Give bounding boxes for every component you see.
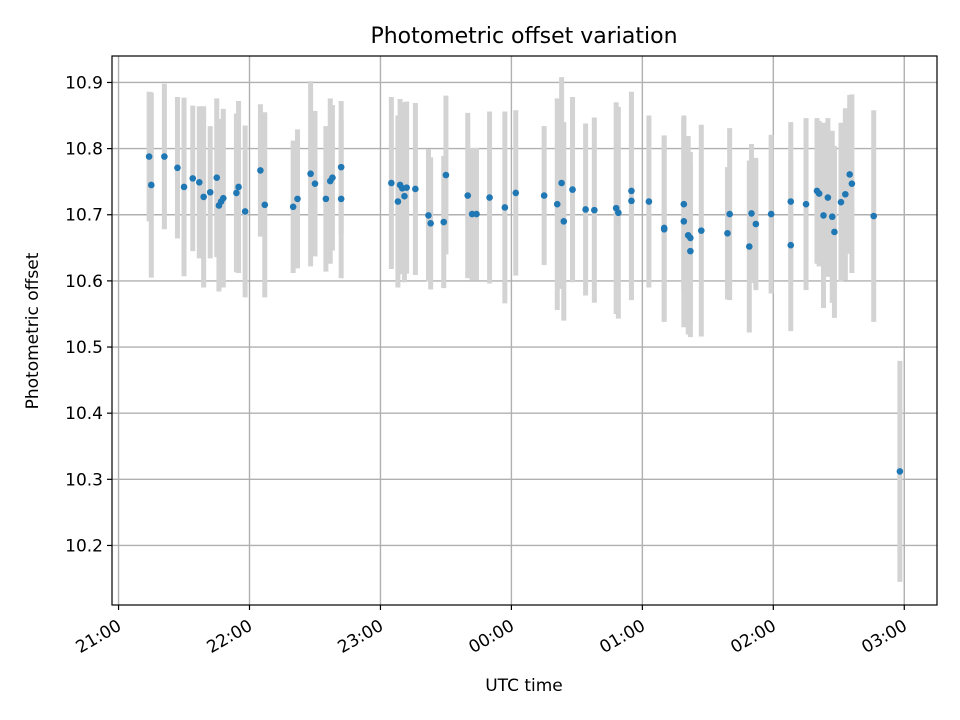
data-point: [501, 204, 509, 211]
x-tick-label: 02:00: [727, 616, 779, 658]
data-point: [294, 195, 301, 203]
x-tick-label: 03:00: [858, 616, 910, 658]
data-point: [425, 212, 432, 219]
data-point: [311, 180, 319, 187]
data-point: [394, 198, 402, 205]
data-point: [645, 198, 653, 205]
data-point: [540, 192, 548, 199]
data-point: [206, 188, 214, 196]
data-point: [748, 210, 755, 217]
y-tick-label: 10.6: [65, 272, 103, 292]
data-point: [724, 229, 731, 237]
data-point: [261, 201, 269, 209]
data-point: [560, 218, 568, 225]
y-tick-label: 10.5: [65, 338, 103, 358]
data-point: [233, 189, 240, 197]
data-point: [329, 174, 336, 182]
data-point: [726, 210, 733, 218]
data-point: [257, 167, 264, 174]
data-point: [680, 218, 688, 225]
data-point: [896, 468, 904, 475]
plot-frame: [111, 55, 938, 606]
data-point: [628, 197, 635, 205]
data-point: [787, 198, 795, 205]
data-point: [837, 198, 845, 206]
y-tick-label: 10.9: [65, 73, 103, 93]
data-point: [180, 183, 188, 191]
data-point: [403, 184, 410, 191]
data-point: [442, 171, 450, 179]
data-point: [322, 195, 330, 203]
data-point: [307, 170, 314, 178]
data-point: [848, 180, 856, 187]
data-point: [824, 194, 832, 201]
data-point: [615, 209, 622, 217]
data-point: [213, 174, 221, 182]
data-point: [147, 181, 155, 189]
data-points: [145, 153, 904, 475]
data-point: [337, 195, 345, 203]
data-point: [820, 212, 827, 219]
y-tick-label: 10.4: [65, 404, 103, 424]
data-point: [828, 213, 836, 221]
y-tick-label: 10.3: [65, 470, 103, 490]
x-axis-label: UTC time: [485, 676, 563, 696]
data-point: [412, 185, 419, 193]
data-point: [870, 212, 878, 220]
data-point: [200, 193, 207, 201]
data-point: [628, 187, 635, 195]
x-tick-label: 21:00: [73, 616, 125, 658]
data-point: [831, 228, 838, 236]
data-point: [464, 192, 472, 199]
data-point: [220, 194, 227, 202]
data-point: [486, 194, 493, 201]
y-tick-label: 10.2: [65, 536, 103, 556]
x-tick-label: 01:00: [596, 616, 648, 658]
data-point: [680, 200, 688, 208]
data-point: [752, 220, 760, 228]
y-tick-label: 10.7: [65, 206, 103, 226]
data-point: [401, 192, 408, 200]
x-tick-label: 23:00: [335, 616, 387, 658]
data-point: [660, 225, 668, 233]
data-point: [388, 179, 395, 187]
data-point: [289, 203, 297, 211]
data-point: [558, 179, 565, 187]
data-point: [842, 190, 849, 198]
x-tick-label: 00:00: [465, 616, 517, 658]
data-point: [145, 153, 153, 160]
data-point: [512, 189, 520, 197]
grid-lines: [112, 56, 937, 605]
data-point: [440, 218, 448, 226]
data-point: [802, 200, 810, 208]
data-point: [337, 163, 345, 171]
error-bars: [146, 77, 903, 582]
data-point: [427, 220, 434, 227]
data-point: [687, 247, 694, 255]
data-point: [196, 179, 203, 186]
data-point: [697, 227, 705, 234]
data-point: [846, 171, 853, 178]
data-point: [591, 206, 598, 214]
data-point: [241, 208, 249, 215]
data-point: [161, 153, 168, 160]
data-point: [687, 234, 694, 242]
data-point: [582, 206, 589, 213]
y-axis-label: Photometric offset: [23, 252, 43, 409]
data-point: [815, 190, 823, 197]
data-point: [189, 175, 197, 182]
data-point: [553, 200, 561, 208]
chart-title: Photometric offset variation: [370, 24, 677, 49]
data-point: [569, 186, 576, 193]
y-tick-label: 10.8: [65, 140, 103, 160]
x-tick-label: 22:00: [204, 616, 256, 658]
data-point: [787, 241, 795, 249]
data-point: [235, 183, 242, 191]
data-point: [767, 210, 775, 218]
data-point: [174, 164, 181, 172]
data-point: [746, 243, 753, 250]
data-point: [473, 210, 480, 218]
